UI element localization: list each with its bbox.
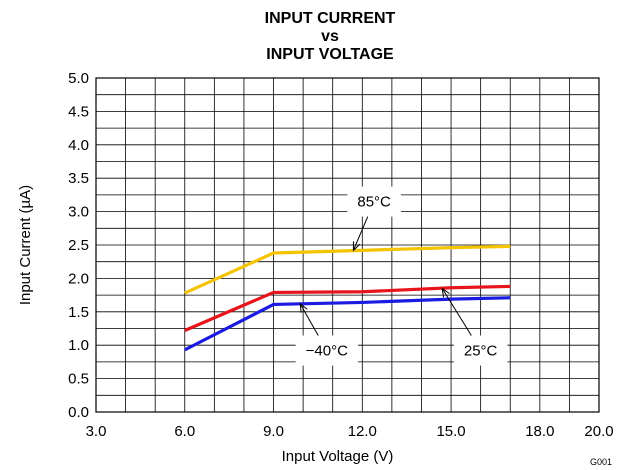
annotations: 85°C −40°C 25°C xyxy=(295,186,508,366)
y-tick-label: 4.5 xyxy=(68,103,89,120)
annotation-arrow-0 xyxy=(352,216,369,251)
y-tick-label: 3.0 xyxy=(68,204,89,221)
annotation-label-1: −40°C xyxy=(306,343,348,360)
x-tick-label: 18.0 xyxy=(525,423,554,440)
x-axis-label: Input Voltage (V) xyxy=(282,448,394,465)
annotation-box-1 xyxy=(295,335,358,366)
annotation-box-0 xyxy=(347,186,401,217)
chart-title-line-3: INPUT VOLTAGE xyxy=(266,46,394,63)
y-axis-label: Input Current (µA) xyxy=(17,185,34,305)
series-line-2 xyxy=(184,296,511,352)
annotation-arrowhead-1 xyxy=(299,302,308,313)
annotation-arrowhead-2 xyxy=(441,287,450,298)
y-tick-label: 0.5 xyxy=(68,371,89,388)
x-tick-label: 15.0 xyxy=(436,423,465,440)
x-tick-label: 20.0 xyxy=(584,423,613,440)
annotation-arrow-2 xyxy=(441,288,472,336)
chart-title-line-1: INPUT CURRENT xyxy=(265,10,396,27)
annotation-arrowhead-0 xyxy=(352,241,361,252)
x-tick-label: 9.0 xyxy=(263,423,284,440)
series-line-0 xyxy=(184,244,511,295)
annotation-arrow-1 xyxy=(299,303,319,336)
annotation-label-0: 85°C xyxy=(357,194,391,211)
x-tick-label: 3.0 xyxy=(86,423,107,440)
grid-lines xyxy=(96,78,599,412)
series-lines xyxy=(184,244,511,352)
y-tick-label: 2.5 xyxy=(68,237,89,254)
annotation-box-2 xyxy=(453,335,508,366)
x-tick-label: 12.0 xyxy=(348,423,377,440)
chart-title: INPUT CURRENT vs INPUT VOLTAGE xyxy=(265,10,396,63)
tick-labels: 3.0 6.0 9.0 12.0 15.0 18.0 20.0 0.0 0.5 1.0 1.5 2.0… xyxy=(68,70,613,440)
annotation-label-2: 25°C xyxy=(464,343,498,360)
y-tick-label: 0.0 xyxy=(68,404,89,421)
y-tick-label: 5.0 xyxy=(68,70,89,87)
series-line-1 xyxy=(184,284,511,332)
y-tick-label: 2.0 xyxy=(68,270,89,287)
chart-title-line-2: vs xyxy=(321,28,339,45)
y-tick-label: 4.0 xyxy=(68,137,89,154)
y-tick-label: 1.5 xyxy=(68,304,89,321)
y-tick-label: 1.0 xyxy=(68,337,89,354)
x-tick-label: 6.0 xyxy=(174,423,195,440)
y-tick-label: 3.5 xyxy=(68,170,89,187)
plot-frame xyxy=(95,77,600,413)
figure-id: G001 xyxy=(590,457,612,467)
